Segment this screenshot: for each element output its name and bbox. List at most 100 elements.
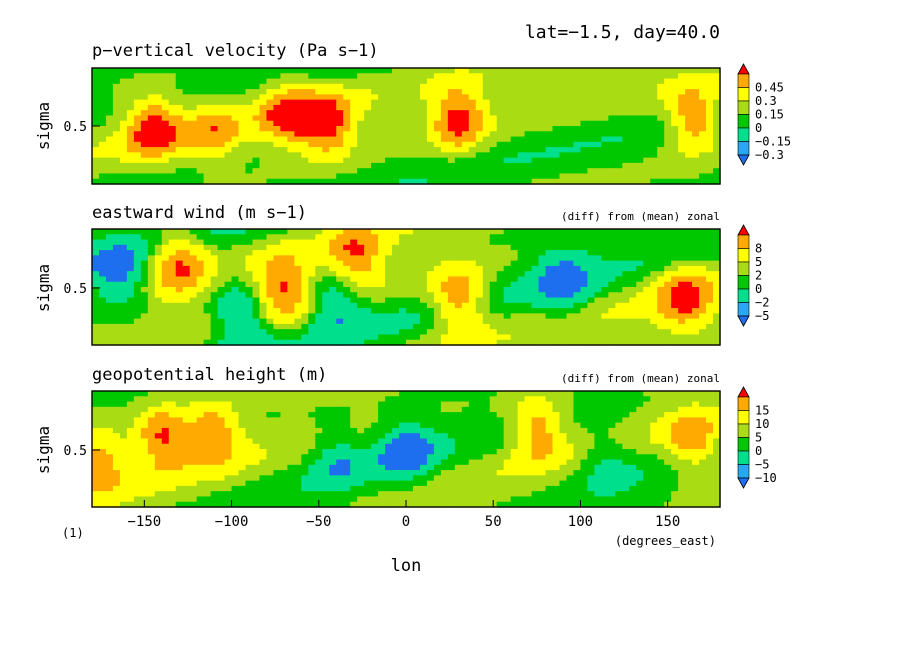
heatmap-cell xyxy=(476,115,484,121)
heatmap-cell xyxy=(162,240,170,246)
heatmap-cell xyxy=(546,402,554,408)
heatmap-cell xyxy=(392,79,400,85)
heatmap-cell xyxy=(601,287,609,293)
heatmap-cell xyxy=(141,94,149,100)
heatmap-cell xyxy=(204,73,212,79)
heatmap-cell xyxy=(615,142,623,148)
heatmap-cell xyxy=(699,131,707,137)
heatmap-cell xyxy=(399,303,407,309)
heatmap-cell xyxy=(615,287,623,293)
heatmap-cell xyxy=(657,417,665,423)
heatmap-cell xyxy=(692,407,700,413)
heatmap-cell xyxy=(434,89,442,95)
heatmap-cell xyxy=(336,412,344,418)
heatmap-cell xyxy=(699,271,707,277)
heatmap-cell xyxy=(566,131,574,137)
heatmap-cell xyxy=(483,308,491,314)
heatmap-cell xyxy=(566,428,574,434)
heatmap-cell xyxy=(385,115,393,121)
heatmap-cell xyxy=(92,68,100,74)
heatmap-cell xyxy=(553,105,561,111)
heatmap-cell xyxy=(99,433,107,439)
heatmap-cell xyxy=(427,84,435,90)
heatmap-cell xyxy=(106,158,114,164)
heatmap-cell xyxy=(608,158,616,164)
heatmap-cell xyxy=(608,329,616,335)
heatmap-cell xyxy=(560,121,568,127)
heatmap-cell xyxy=(225,84,233,90)
heatmap-cell xyxy=(448,287,456,293)
heatmap-cell xyxy=(371,266,379,272)
heatmap-cell xyxy=(497,147,505,153)
heatmap-cell xyxy=(483,261,491,267)
heatmap-cell xyxy=(218,110,226,116)
heatmap-cell xyxy=(113,329,121,335)
heatmap-cell xyxy=(336,292,344,298)
heatmap-cell xyxy=(427,94,435,100)
heatmap-cell xyxy=(636,261,644,267)
heatmap-cell xyxy=(490,308,498,314)
heatmap-cell xyxy=(350,261,358,267)
heatmap-cell xyxy=(560,276,568,282)
heatmap-cell xyxy=(406,131,414,137)
heatmap-cell xyxy=(511,428,519,434)
heatmap-cell xyxy=(399,173,407,179)
heatmap-cell xyxy=(553,168,561,174)
heatmap-cell xyxy=(343,229,351,235)
heatmap-cell xyxy=(169,319,177,325)
heatmap-cell xyxy=(664,73,672,79)
heatmap-cell xyxy=(176,131,184,137)
heatmap-cell xyxy=(685,402,693,408)
heatmap-cell xyxy=(308,396,316,402)
heatmap-cell xyxy=(532,79,540,85)
heatmap-cell xyxy=(664,137,672,143)
heatmap-cell xyxy=(364,68,372,74)
heatmap-cell xyxy=(553,423,561,429)
heatmap-cell xyxy=(420,121,428,127)
heatmap-cell xyxy=(427,163,435,169)
heatmap-cell xyxy=(636,298,644,304)
heatmap-cell xyxy=(622,73,630,79)
heatmap-cell xyxy=(371,245,379,251)
heatmap-cell xyxy=(469,240,477,246)
heatmap-cell xyxy=(120,276,128,282)
heatmap-cell xyxy=(601,131,609,137)
heatmap-cell xyxy=(706,329,714,335)
heatmap-cell xyxy=(301,433,309,439)
heatmap-cell xyxy=(615,423,623,429)
heatmap-cell xyxy=(294,100,302,106)
heatmap-cell xyxy=(204,68,212,74)
heatmap-cell xyxy=(343,137,351,143)
heatmap-cell xyxy=(406,412,414,418)
heatmap-cell xyxy=(650,313,658,319)
heatmap-cell xyxy=(629,168,637,174)
heatmap-cell xyxy=(99,121,107,127)
heatmap-cell xyxy=(671,229,679,235)
heatmap-cell xyxy=(483,324,491,330)
heatmap-cell xyxy=(364,324,372,330)
heatmap-cell xyxy=(190,250,198,256)
heatmap-cell xyxy=(587,73,595,79)
heatmap-cell xyxy=(657,423,665,429)
heatmap-cell xyxy=(141,126,149,132)
heatmap-cell xyxy=(629,73,637,79)
heatmap-cell xyxy=(155,152,163,158)
heatmap-cell xyxy=(176,444,184,450)
heatmap-cell xyxy=(385,407,393,413)
heatmap-cell xyxy=(92,255,100,261)
heatmap-cell xyxy=(511,438,519,444)
heatmap-cell xyxy=(378,131,386,137)
heatmap-cell xyxy=(120,250,128,256)
heatmap-cell xyxy=(629,240,637,246)
heatmap-cell xyxy=(211,131,219,137)
heatmap-cell xyxy=(113,245,121,251)
heatmap-cell xyxy=(336,329,344,335)
heatmap-cell xyxy=(462,303,470,309)
heatmap-cell xyxy=(476,276,484,282)
heatmap-cell xyxy=(594,79,602,85)
heatmap-cell xyxy=(518,329,526,335)
heatmap-cell xyxy=(336,250,344,256)
heatmap-cell xyxy=(176,319,184,325)
heatmap-cell xyxy=(636,142,644,148)
heatmap-cell xyxy=(671,282,679,288)
